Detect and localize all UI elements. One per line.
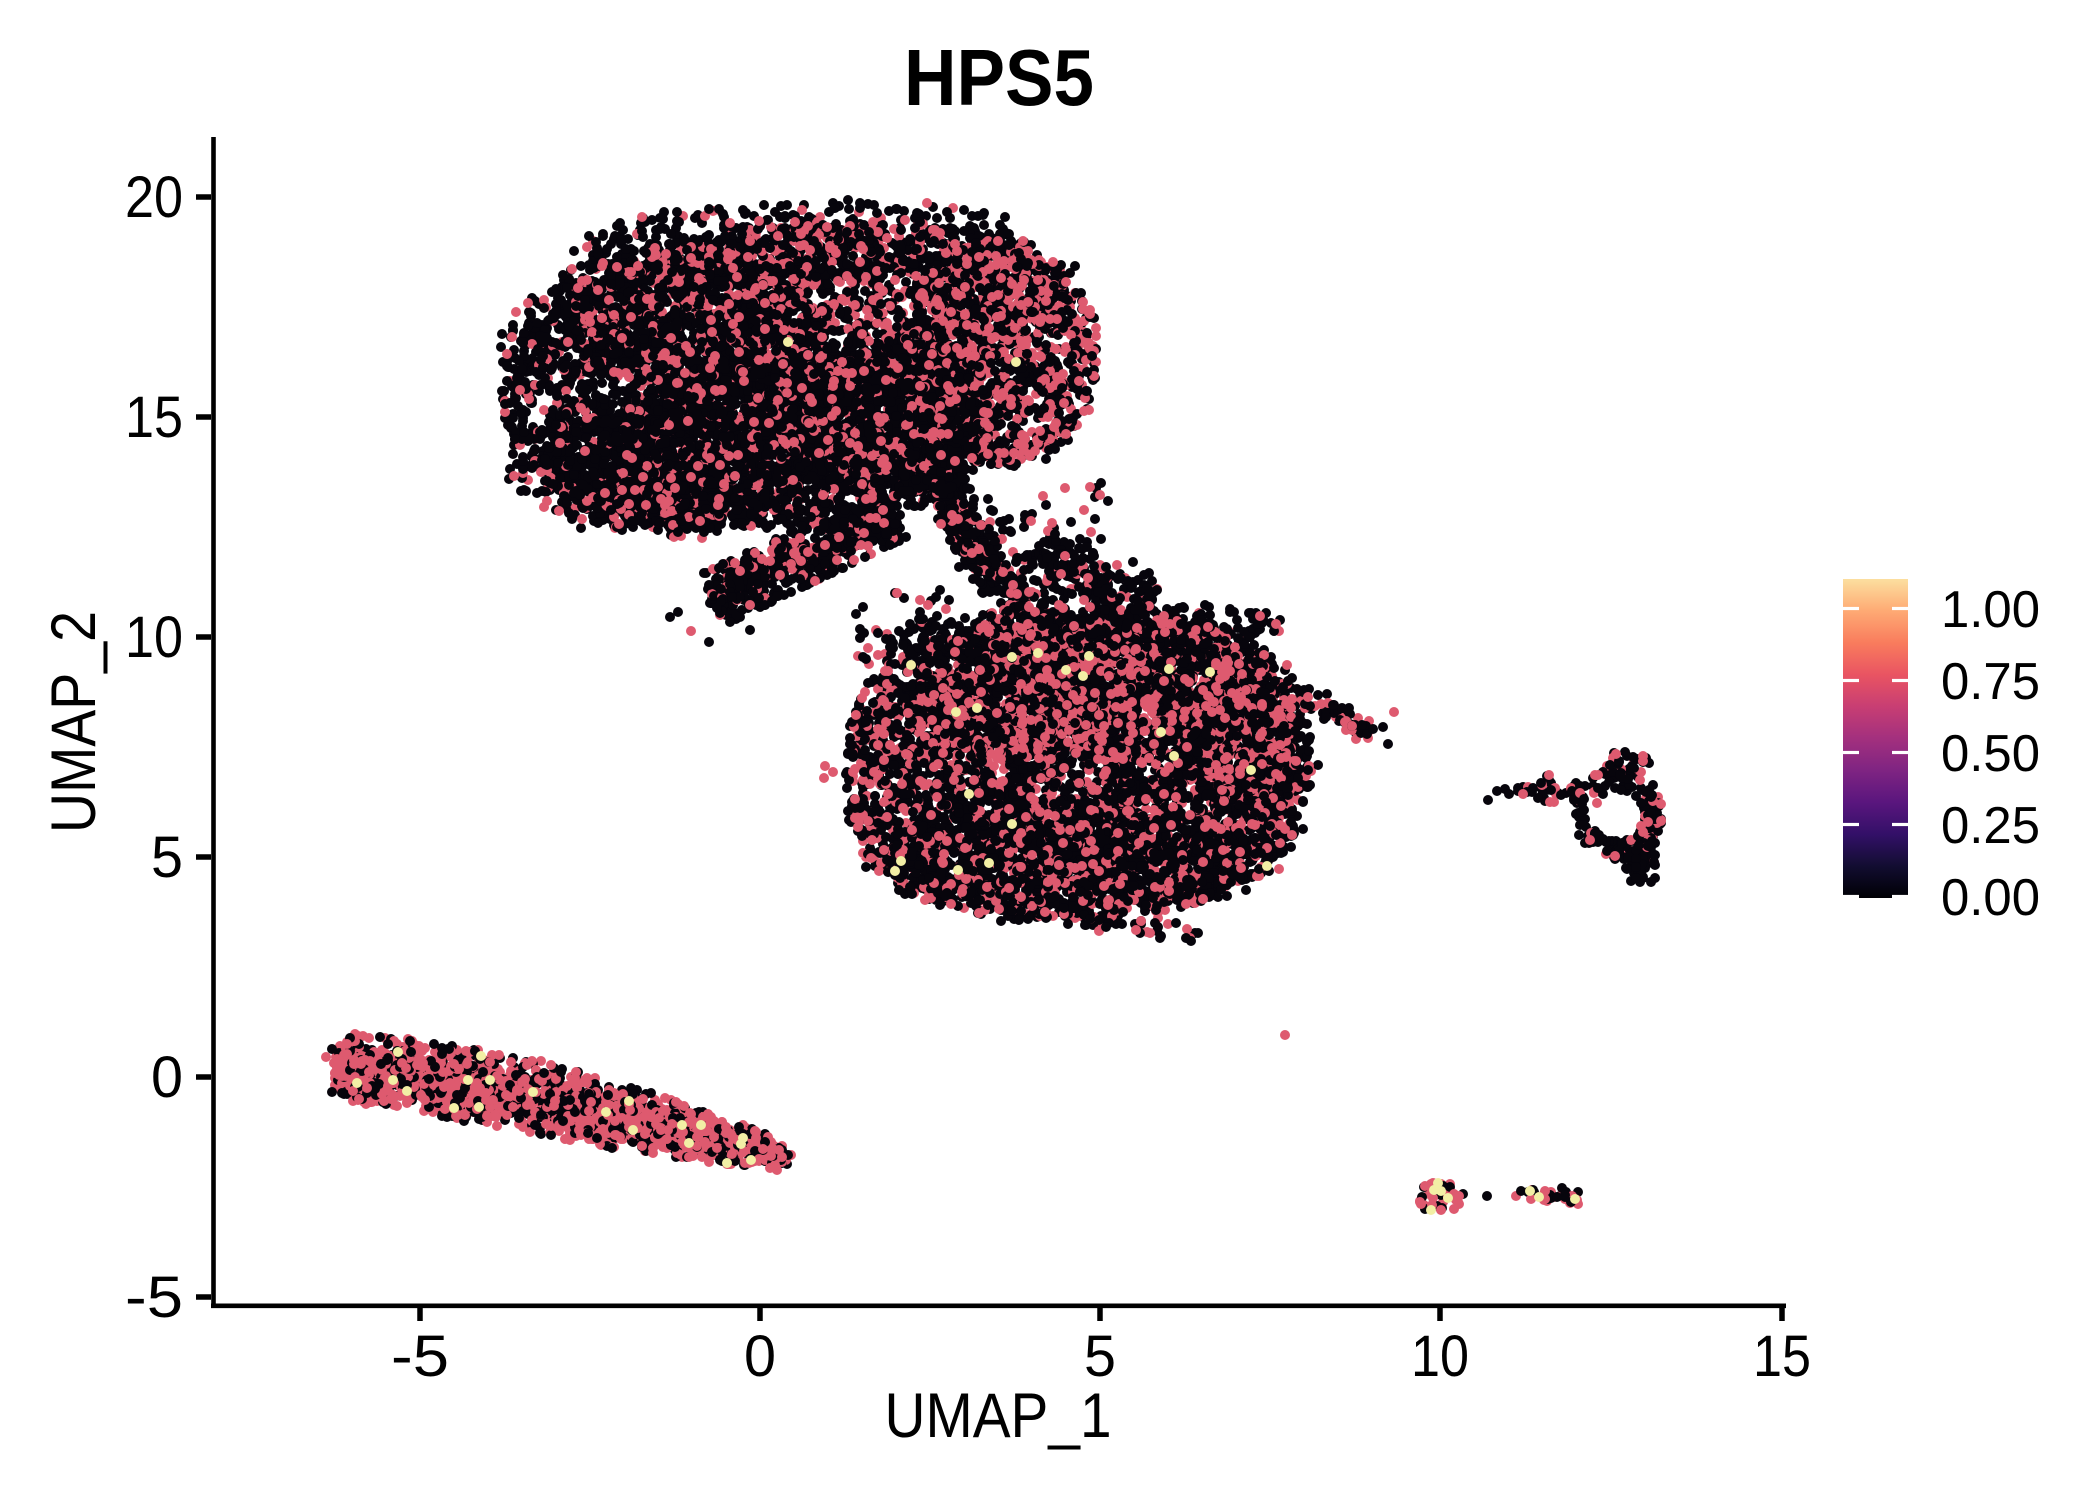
svg-text:5: 5 [151, 825, 183, 890]
svg-text:0.25: 0.25 [1941, 797, 2040, 855]
svg-text:-5: -5 [391, 1324, 449, 1389]
svg-text:0.00: 0.00 [1941, 869, 2040, 927]
svg-text:1.00: 1.00 [1941, 581, 2040, 639]
svg-text:-5: -5 [125, 1265, 183, 1330]
svg-text:15: 15 [1753, 1324, 1811, 1389]
svg-text:0.75: 0.75 [1941, 653, 2040, 711]
svg-text:HPS5: HPS5 [904, 33, 1094, 122]
svg-text:20: 20 [125, 165, 183, 230]
svg-text:0: 0 [744, 1324, 776, 1389]
svg-text:0.50: 0.50 [1941, 725, 2040, 783]
svg-text:UMAP_2: UMAP_2 [39, 611, 109, 833]
svg-text:10: 10 [1411, 1324, 1469, 1389]
svg-text:0: 0 [151, 1045, 183, 1110]
svg-text:UMAP_1: UMAP_1 [885, 1381, 1112, 1451]
svg-text:15: 15 [125, 385, 183, 450]
svg-text:5: 5 [1084, 1324, 1116, 1389]
svg-text:10: 10 [125, 605, 183, 670]
